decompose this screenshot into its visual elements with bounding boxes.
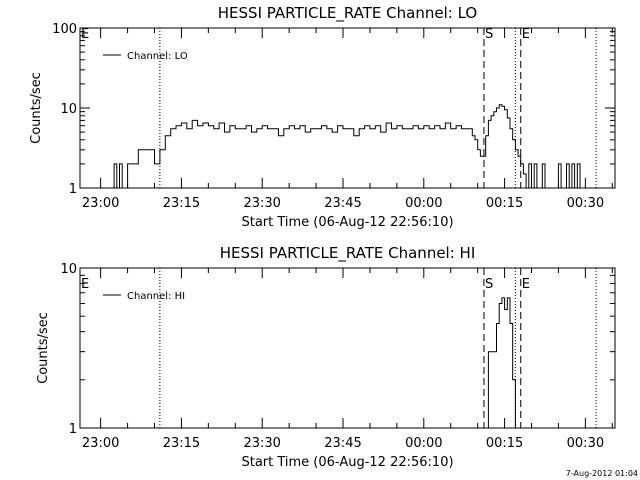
x-tick-label: 23:45: [324, 436, 361, 451]
x-tick-label: 23:00: [82, 436, 119, 451]
marker-label: S: [485, 277, 493, 292]
x-tick-label: 23:30: [243, 436, 280, 451]
chart-title: HESSI PARTICLE_RATE Channel: LO: [218, 4, 477, 23]
y-axis-label: Counts/sec: [36, 312, 51, 384]
y-tick-label: 1: [69, 422, 77, 437]
marker-label: E: [81, 27, 89, 42]
x-tick-label: 00:30: [567, 436, 604, 451]
plot-frame: [79, 267, 616, 429]
x-tick-label: 23:00: [82, 196, 119, 211]
marker-label: E: [81, 277, 89, 292]
series-line: [113, 104, 581, 188]
x-tick-label: 00:00: [405, 196, 442, 211]
x-tick-label: 00:15: [486, 436, 523, 451]
y-axis-label: Counts/sec: [29, 72, 44, 144]
x-axis-label: Start Time (06-Aug-12 22:56:10): [241, 455, 453, 470]
x-tick-label: 00:30: [567, 196, 604, 211]
series-line: [487, 297, 516, 428]
x-axis-label: Start Time (06-Aug-12 22:56:10): [241, 215, 453, 230]
y-tick-label: 10: [60, 262, 77, 277]
footer-timestamp: 7-Aug-2012 01:04: [566, 469, 638, 478]
x-tick-label: 23:45: [324, 196, 361, 211]
x-tick-label: 00:15: [486, 196, 523, 211]
x-tick-label: 23:30: [243, 196, 280, 211]
panel-hi: HESSI PARTICLE_RATE Channel: HI 1 10 23:00 2…: [36, 244, 616, 470]
panel-lo: HESSI PARTICLE_RATE Channel: LO 1 10 100 23:…: [29, 4, 616, 230]
chart-title: HESSI PARTICLE_RATE Channel: HI: [220, 244, 476, 263]
y-tick-label: 10: [60, 102, 77, 117]
y-tick-label: 1: [69, 182, 77, 197]
x-tick-label: 00:00: [405, 436, 442, 451]
y-tick-label: 100: [52, 22, 77, 37]
marker-label: E: [522, 27, 530, 42]
marker-label: E: [522, 277, 530, 292]
x-tick-label: 23:15: [163, 196, 200, 211]
legend-entry: Channel: LO: [127, 51, 188, 62]
legend-entry: Channel: HI: [127, 291, 185, 302]
marker-label: S: [485, 27, 493, 42]
x-tick-label: 23:15: [163, 436, 200, 451]
